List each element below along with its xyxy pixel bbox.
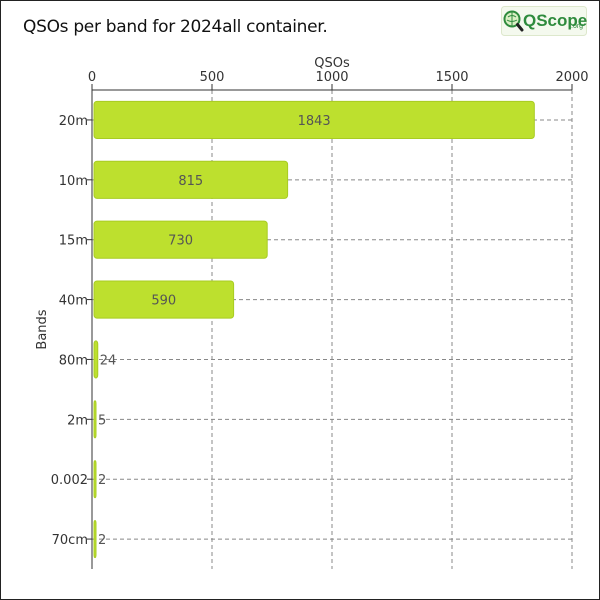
bar-value-label: 730 (168, 234, 193, 249)
bar (93, 400, 97, 439)
chart-title: QSOs per band for 2024all container. (23, 17, 328, 37)
y-tick-label: 0.002 (51, 473, 88, 488)
logo-suffix: .org (571, 23, 583, 30)
bar (93, 340, 99, 379)
y-tick-label: 40m (59, 294, 88, 309)
y-axis-title: Bands (35, 309, 50, 349)
bar-value-label: 2 (98, 533, 106, 548)
qscope-logo: QScope .org (501, 6, 587, 36)
y-tick-label: 70cm (52, 533, 88, 548)
bar-value-label: 2 (98, 473, 106, 488)
bar-value-label: 1843 (298, 114, 331, 129)
bar (93, 160, 289, 199)
x-tick-label: 1500 (435, 70, 468, 85)
bar (93, 220, 268, 259)
y-tick-label: 80m (59, 353, 88, 368)
bar-value-label: 5 (98, 413, 106, 428)
x-tick-label: 1000 (315, 70, 348, 85)
x-tick-label: 0 (88, 70, 96, 85)
bar (93, 100, 535, 139)
y-tick-label: 15m (59, 234, 88, 249)
bar (93, 280, 235, 319)
y-tick-label: 10m (59, 174, 88, 189)
bar-value-label: 815 (178, 174, 203, 189)
magnifier-globe-icon: QScope .org (501, 6, 587, 36)
bar (93, 520, 97, 559)
x-tick-label: 2000 (555, 70, 588, 85)
y-tick-label: 20m (59, 114, 88, 129)
x-tick-label: 500 (200, 70, 225, 85)
bar (93, 460, 97, 499)
y-tick-label: 2m (67, 413, 88, 428)
bar-value-label: 24 (100, 353, 117, 368)
x-axis-title: QSOs (314, 56, 350, 71)
logo-text: QScope (523, 11, 587, 30)
bar-value-label: 590 (151, 294, 176, 309)
